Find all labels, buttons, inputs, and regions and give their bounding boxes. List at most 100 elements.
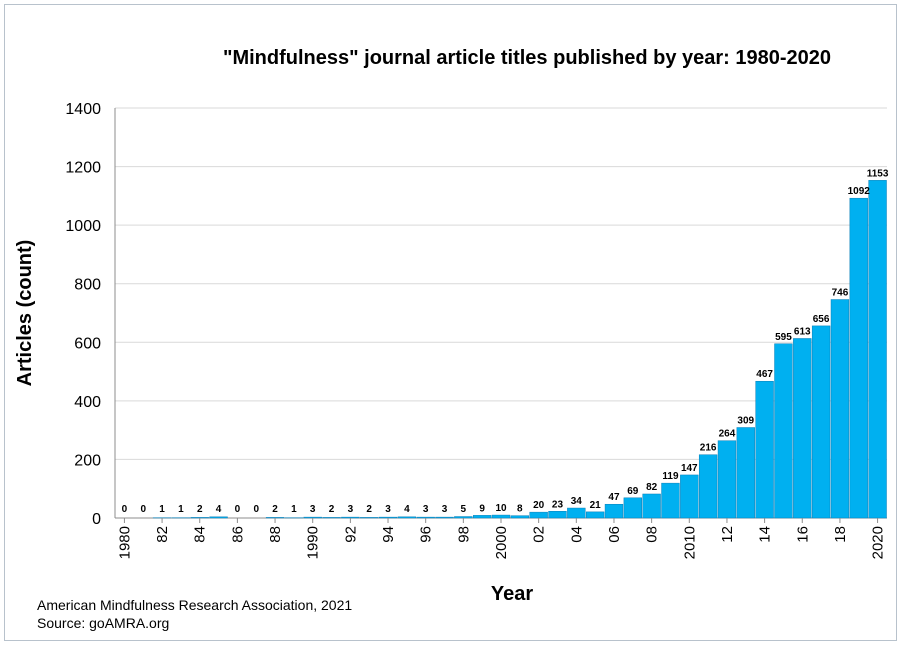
bar	[604, 503, 624, 519]
bar	[585, 511, 605, 519]
data-label: 147	[681, 463, 698, 474]
bar	[209, 516, 228, 519]
footer-source: Source: goAMRA.org	[37, 615, 170, 631]
data-label: 0	[122, 504, 128, 515]
data-label: 309	[737, 416, 754, 427]
data-label: 3	[442, 504, 448, 515]
data-label: 2	[197, 504, 203, 515]
x-tick-label: 18	[832, 526, 849, 543]
x-tick-label: 06	[606, 526, 623, 543]
y-tick-label: 1000	[65, 218, 101, 235]
bar	[416, 516, 435, 519]
bar	[190, 517, 209, 519]
x-tick-label: 1990	[305, 526, 322, 559]
chart-title: "Mindfulness" journal article titles pub…	[223, 47, 831, 69]
x-tick-label: 12	[719, 526, 736, 543]
data-label: 1092	[848, 186, 871, 197]
bar	[868, 180, 887, 519]
x-tick-label: 92	[342, 526, 359, 543]
data-label: 47	[608, 492, 620, 503]
bar	[680, 474, 699, 519]
y-tick-label: 600	[74, 335, 101, 352]
data-label: 5	[461, 504, 467, 515]
bar	[567, 507, 586, 519]
y-tick-label: 200	[74, 452, 101, 469]
bar	[265, 517, 285, 519]
bar	[698, 454, 718, 519]
data-label: 1153	[867, 168, 889, 179]
data-label: 23	[552, 499, 564, 510]
x-tick-label: 2010	[681, 526, 698, 559]
data-label: 4	[404, 504, 410, 515]
bar	[811, 325, 831, 519]
data-label: 1	[159, 504, 165, 515]
bar	[774, 343, 793, 519]
data-label: 9	[479, 503, 485, 514]
y-tick-label: 1200	[65, 160, 101, 177]
data-label: 8	[517, 504, 523, 515]
data-label: 119	[662, 471, 679, 482]
x-tick-label: 14	[757, 526, 774, 543]
x-axis-label: Year	[491, 583, 533, 605]
data-label: 467	[756, 369, 773, 380]
bar	[736, 427, 755, 519]
data-label: 264	[719, 429, 736, 440]
y-tick-label: 1400	[65, 101, 101, 118]
data-label: 746	[832, 288, 849, 299]
bar	[717, 440, 737, 519]
data-label: 2	[366, 504, 372, 515]
x-tick-label: 96	[418, 526, 435, 543]
bar	[830, 299, 850, 519]
bar	[793, 338, 812, 519]
data-label: 1	[291, 504, 297, 515]
bar	[360, 517, 379, 519]
bar	[642, 493, 661, 519]
x-tick-label: 98	[455, 526, 472, 543]
x-tick-label: 88	[267, 526, 284, 543]
bar	[473, 515, 492, 519]
x-tick-label: 16	[794, 526, 811, 543]
bar	[529, 511, 548, 519]
bar	[341, 516, 360, 519]
data-label: 0	[235, 504, 241, 515]
data-label: 10	[495, 503, 507, 514]
bar	[303, 516, 322, 519]
bar	[849, 197, 868, 519]
data-label: 69	[627, 486, 639, 497]
y-axis-ticks: 0 200 400 600 800 1000 1200 1400	[65, 101, 101, 528]
chart-frame	[4, 4, 897, 641]
data-label: 21	[590, 500, 602, 511]
data-label: 595	[775, 332, 792, 343]
data-label: 3	[385, 504, 391, 515]
x-axis-ticks: 1980 82 84 86 88 1990 92 94 96 98 2000 02 04 06 08 2010…	[116, 518, 887, 559]
x-tick-label: 84	[192, 526, 209, 543]
bars	[152, 180, 887, 519]
data-label: 82	[646, 482, 658, 493]
data-label: 20	[533, 500, 545, 511]
bar	[548, 511, 567, 519]
bar	[755, 380, 774, 519]
y-axis-label: Articles (count)	[14, 240, 36, 387]
data-label: 2	[272, 504, 278, 515]
bar	[661, 482, 680, 519]
y-tick-label: 0	[92, 511, 101, 528]
bar	[623, 497, 642, 519]
data-label: 1	[178, 504, 184, 515]
y-tick-label: 800	[74, 277, 101, 294]
bar	[510, 515, 529, 519]
x-tick-label: 86	[229, 526, 246, 543]
data-label: 216	[700, 443, 717, 454]
footer-attribution: American Mindfulness Research Associatio…	[37, 597, 353, 613]
x-tick-label: 04	[568, 526, 585, 543]
data-label: 3	[423, 504, 429, 515]
bar	[454, 516, 473, 519]
data-label: 3	[310, 504, 316, 515]
data-label: 4	[216, 504, 222, 515]
x-tick-label: 94	[380, 526, 397, 543]
x-tick-label: 02	[531, 526, 548, 543]
x-tick-label: 08	[644, 526, 661, 543]
x-tick-label: 2000	[493, 526, 510, 559]
data-label: 3	[348, 504, 354, 515]
